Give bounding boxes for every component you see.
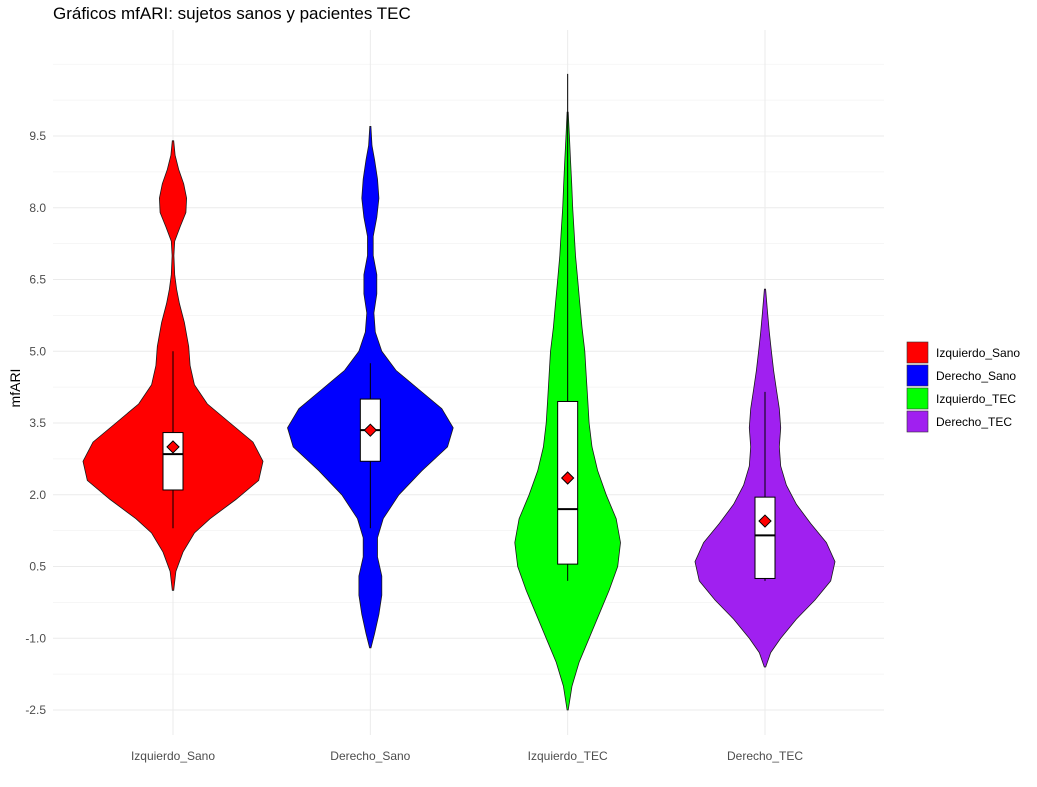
chart-title: Gráficos mfARI: sujetos sanos y paciente… (53, 4, 411, 23)
y-tick-label: 6.5 (29, 273, 46, 287)
y-tick-label: 9.5 (29, 129, 46, 143)
mean-marker (166, 440, 180, 454)
mean-marker (363, 423, 378, 437)
legend-label: Derecho_TEC (936, 415, 1012, 429)
box (754, 496, 776, 579)
y-axis-title: mfARI (7, 369, 23, 408)
x-tick-label: Derecho_TEC (727, 749, 803, 763)
legend-key (906, 341, 929, 364)
x-tick-label: Izquierdo_Sano (131, 749, 215, 763)
legend-label: Izquierdo_Sano (936, 346, 1020, 360)
y-tick-label: 8.0 (29, 201, 46, 215)
x-tick-label: Derecho_Sano (330, 749, 410, 763)
legend-key (906, 364, 929, 387)
mean-marker (560, 471, 575, 485)
y-tick-label: 0.5 (29, 560, 46, 574)
legend-label: Derecho_Sano (936, 369, 1016, 383)
y-tick-label: 5.0 (29, 344, 46, 358)
y-tick-label: 2.0 (29, 488, 46, 502)
y-tick-label: -2.5 (25, 703, 46, 717)
y-tick-label: 3.5 (29, 416, 46, 430)
legend-key (906, 410, 929, 433)
violin-layer (82, 111, 836, 711)
legend-label: Izquierdo_TEC (936, 392, 1016, 406)
axis-layer: mfARI 9.5 8.0 6.5 5.0 3.5 2.0 0.5 -1.0 -2.5 Izqui… (7, 129, 803, 763)
legend-key (906, 387, 929, 410)
box-layer (162, 73, 776, 581)
legend: Izquierdo_Sano Derecho_Sano Izquierdo_TEC D… (906, 341, 1020, 433)
mean-marker (758, 514, 772, 528)
y-tick-label: -1.0 (25, 631, 46, 645)
x-tick-label: Izquierdo_TEC (528, 749, 608, 763)
